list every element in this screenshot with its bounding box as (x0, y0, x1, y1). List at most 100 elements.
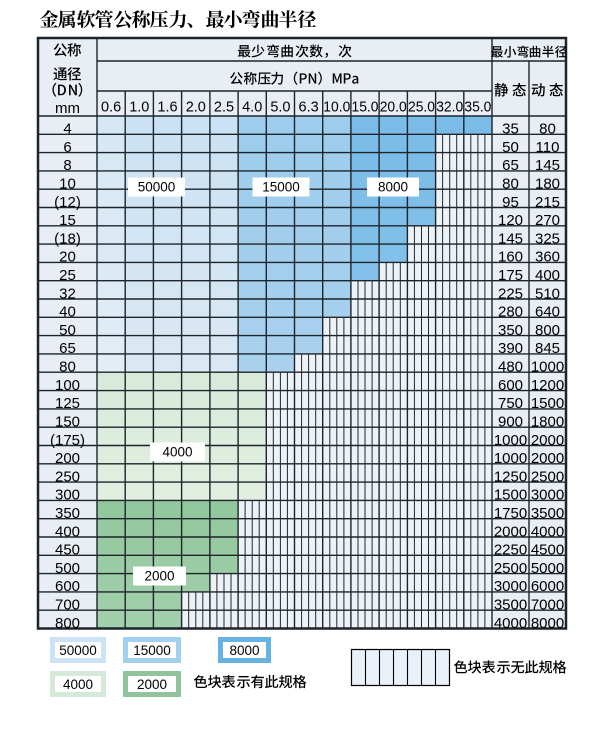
svg-text:3000: 3000 (531, 487, 564, 504)
svg-text:600: 600 (55, 578, 80, 595)
svg-text:2.0: 2.0 (186, 100, 206, 116)
svg-text:1250: 1250 (494, 468, 527, 485)
svg-text:1000: 1000 (494, 432, 527, 449)
svg-text:2500: 2500 (531, 468, 564, 485)
svg-text:3500: 3500 (531, 505, 564, 522)
svg-text:1.6: 1.6 (157, 100, 177, 116)
svg-text:600: 600 (498, 377, 523, 394)
svg-text:95: 95 (502, 194, 519, 211)
svg-text:2250: 2250 (494, 542, 527, 559)
svg-text:175: 175 (498, 267, 523, 284)
svg-text:8000: 8000 (378, 180, 408, 195)
svg-text:4500: 4500 (531, 542, 564, 559)
svg-text:160: 160 (498, 249, 523, 266)
svg-text:40: 40 (59, 304, 76, 321)
svg-text:65: 65 (59, 340, 76, 357)
svg-text:325: 325 (535, 230, 560, 247)
svg-text:10.0: 10.0 (323, 100, 350, 116)
svg-text:500: 500 (55, 560, 80, 577)
svg-text:8000: 8000 (229, 643, 259, 658)
svg-text:50: 50 (502, 139, 519, 156)
svg-text:900: 900 (498, 414, 523, 431)
svg-text:145: 145 (535, 157, 560, 174)
svg-text:1000: 1000 (494, 450, 527, 467)
svg-text:1500: 1500 (494, 487, 527, 504)
svg-text:7000: 7000 (531, 597, 564, 614)
svg-text:4000: 4000 (162, 445, 192, 460)
svg-text:20.0: 20.0 (380, 100, 407, 116)
svg-text:510: 510 (535, 285, 560, 302)
svg-text:145: 145 (498, 230, 523, 247)
svg-text:200: 200 (55, 450, 80, 467)
svg-text:5.0: 5.0 (270, 100, 290, 116)
svg-text:250: 250 (55, 468, 80, 485)
svg-text:8: 8 (63, 157, 71, 174)
svg-text:5000: 5000 (531, 560, 564, 577)
svg-text:3500: 3500 (494, 597, 527, 614)
svg-text:4: 4 (63, 121, 71, 138)
svg-text:50: 50 (59, 322, 76, 339)
svg-text:480: 480 (498, 359, 523, 376)
svg-text:50000: 50000 (59, 643, 97, 658)
svg-text:2.5: 2.5 (214, 100, 234, 116)
svg-text:4000: 4000 (531, 523, 564, 540)
svg-text:1000: 1000 (531, 359, 564, 376)
svg-text:1500: 1500 (531, 395, 564, 412)
svg-text:1800: 1800 (531, 414, 564, 431)
svg-text:20: 20 (59, 249, 76, 266)
svg-text:32.0: 32.0 (436, 100, 463, 116)
svg-text:35: 35 (502, 121, 519, 138)
svg-text:360: 360 (535, 249, 560, 266)
svg-text:845: 845 (535, 340, 560, 357)
svg-text:32: 32 (59, 285, 76, 302)
svg-text:50000: 50000 (138, 180, 176, 195)
svg-text:110: 110 (536, 139, 560, 156)
svg-text:80: 80 (59, 359, 76, 376)
svg-text:(18): (18) (54, 230, 81, 247)
svg-text:390: 390 (498, 340, 523, 357)
svg-text:80: 80 (539, 121, 556, 138)
svg-text:1.0: 1.0 (129, 100, 149, 116)
svg-text:215: 215 (535, 194, 560, 211)
svg-text:180: 180 (535, 176, 560, 193)
svg-text:80: 80 (502, 176, 519, 193)
svg-text:400: 400 (55, 523, 80, 540)
svg-text:800: 800 (55, 615, 80, 632)
svg-text:25.0: 25.0 (408, 100, 435, 116)
svg-text:125: 125 (55, 395, 80, 412)
svg-text:700: 700 (55, 597, 80, 614)
svg-text:2000: 2000 (531, 450, 564, 467)
svg-text:350: 350 (498, 322, 523, 339)
svg-text:225: 225 (498, 285, 523, 302)
svg-text:750: 750 (498, 395, 523, 412)
svg-text:2000: 2000 (494, 523, 527, 540)
svg-text:2000: 2000 (137, 677, 167, 692)
svg-text:640: 640 (535, 304, 560, 321)
svg-text:150: 150 (55, 414, 80, 431)
svg-text:4.0: 4.0 (242, 100, 262, 116)
svg-text:350: 350 (55, 505, 80, 522)
svg-text:4000: 4000 (63, 677, 93, 692)
svg-text:35.0: 35.0 (464, 100, 491, 116)
svg-text:120: 120 (498, 212, 523, 229)
svg-text:2500: 2500 (494, 560, 527, 577)
svg-text:450: 450 (55, 542, 80, 559)
svg-text:800: 800 (535, 322, 560, 339)
svg-text:mm: mm (55, 100, 80, 117)
svg-text:25: 25 (59, 267, 76, 284)
svg-text:280: 280 (498, 304, 523, 321)
svg-text:6.3: 6.3 (299, 100, 319, 116)
svg-text:15000: 15000 (262, 180, 300, 195)
svg-text:270: 270 (535, 212, 560, 229)
svg-text:2000: 2000 (144, 569, 174, 584)
svg-text:6000: 6000 (531, 578, 564, 595)
svg-text:100: 100 (55, 377, 80, 394)
svg-text:15000: 15000 (133, 643, 171, 658)
svg-text:15: 15 (59, 212, 76, 229)
svg-text:15.0: 15.0 (352, 100, 379, 116)
svg-text:1200: 1200 (531, 377, 564, 394)
svg-text:8000: 8000 (531, 615, 564, 632)
svg-text:10: 10 (59, 176, 76, 193)
svg-text:400: 400 (535, 267, 560, 284)
svg-text:(12): (12) (54, 194, 81, 211)
